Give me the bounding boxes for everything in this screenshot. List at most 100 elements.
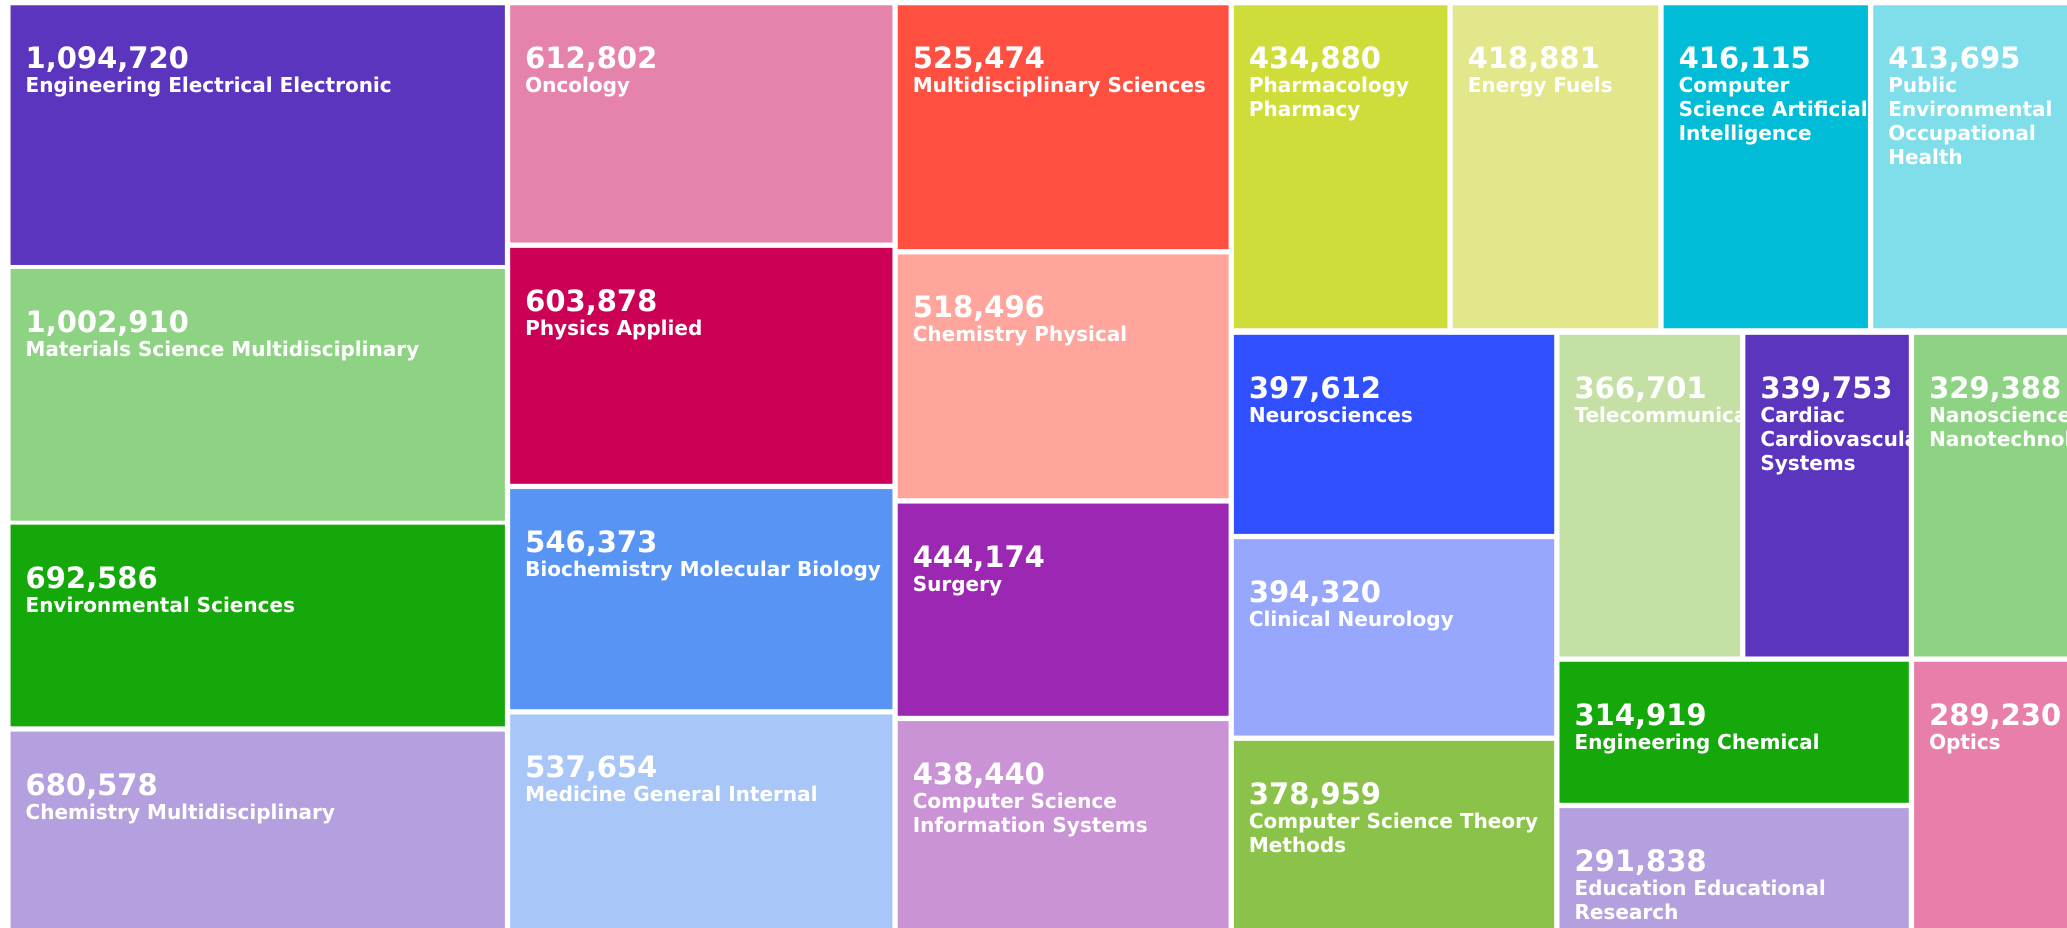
tile-value: 1,002,910 bbox=[25, 304, 189, 339]
tile-value: 518,496 bbox=[912, 290, 1045, 325]
tile-value: 418,881 bbox=[1467, 41, 1600, 76]
tile-name: Surgery bbox=[912, 571, 1003, 596]
tile-value: 692,586 bbox=[25, 560, 158, 595]
tile-value: 394,320 bbox=[1248, 575, 1381, 610]
tile-value: 612,802 bbox=[525, 41, 658, 76]
tile-name: Environmental Sciences bbox=[25, 592, 295, 617]
tile-rect bbox=[1452, 5, 1659, 329]
tile-text: 289,230 Optics bbox=[1914, 662, 2067, 928]
tile-text: 546,373 Biochemistry Molecular Biology bbox=[510, 489, 892, 709]
tile-rect bbox=[1559, 334, 1741, 657]
tile-text: 692,586 Environmental Sciences bbox=[11, 525, 505, 727]
tile-text: 444,174 Surgery bbox=[898, 504, 1229, 716]
tile-text: 434,880 Pharmacology Pharmacy bbox=[1234, 5, 1448, 328]
tile-rect bbox=[510, 247, 893, 484]
tile-value: 680,578 bbox=[25, 767, 158, 802]
tile-name: Biochemistry Molecular Biology bbox=[525, 557, 881, 582]
tile-rect bbox=[1914, 661, 2067, 928]
tile-rect bbox=[1233, 539, 1555, 736]
tile-name: Engineering Electrical Electronic bbox=[25, 73, 392, 98]
tile-name: Public Environmental Occupational Health bbox=[1888, 73, 2053, 170]
tile-rect bbox=[1663, 5, 1868, 329]
tile-rect bbox=[897, 503, 1229, 716]
tile-value: 444,174 bbox=[912, 539, 1045, 574]
tile-value: 329,388 bbox=[1929, 370, 2062, 405]
tile-text: 366,701Telecommunications bbox=[1559, 335, 1740, 657]
tile-text: 518,496 Chemistry Physical bbox=[898, 254, 1229, 498]
tile-name: Education Educational Research bbox=[1574, 876, 1826, 925]
tile-value: 413,695 bbox=[1888, 41, 2021, 76]
tile-rect bbox=[1745, 334, 1909, 657]
tile-text: 413,695 Public Environmental Occupational… bbox=[1873, 5, 2067, 328]
tile-text: 525,474 Multidisciplinary Sciences bbox=[898, 5, 1229, 249]
tile-label: 366,701Telecommunications bbox=[1559, 335, 1740, 657]
tile-rect bbox=[897, 721, 1229, 928]
tile-text: 1,002,910 Materials Science Multidiscipli… bbox=[11, 269, 505, 521]
tile-value: 289,230 bbox=[1929, 697, 2062, 732]
tile-rect bbox=[1233, 740, 1555, 928]
tile-rect bbox=[897, 5, 1229, 250]
tile-text: 378,959 Computer Science Theory Methods bbox=[1234, 741, 1554, 928]
tile-name: Materials Science Multidisciplinary bbox=[25, 336, 420, 361]
tile-rect bbox=[10, 5, 505, 265]
tile-text: 291,838 Education Educational Research bbox=[1559, 808, 1908, 928]
tile-rect bbox=[1233, 5, 1448, 329]
tile-text: 537,654 Medicine General Internal bbox=[510, 714, 892, 928]
tile-value: 1,094,720 bbox=[25, 41, 189, 76]
tile-rect bbox=[1873, 5, 2067, 329]
tile-text: 1,094,720 Engineering Electrical Electron… bbox=[11, 5, 505, 265]
tile-value: 366,701 bbox=[1574, 370, 1707, 405]
tile-value: 339,753 bbox=[1760, 370, 1893, 405]
tile-rect bbox=[1559, 661, 1909, 803]
tile-rect bbox=[10, 524, 505, 727]
tile-text: 397,612 Neurosciences bbox=[1234, 335, 1554, 534]
tile-name: Computer Science Information Systems bbox=[912, 789, 1148, 838]
tile-value: 416,115 bbox=[1678, 41, 1811, 76]
tile-rect bbox=[897, 254, 1229, 499]
tile-name: Computer Science Artificial Intelligence bbox=[1678, 73, 1868, 146]
tile: 366,701Telecommunications bbox=[1559, 334, 1741, 657]
tile-name: Optics bbox=[1929, 729, 2001, 754]
tile-text: 612,802 Oncology bbox=[510, 5, 892, 242]
tile-text: 314,919 Engineering Chemical bbox=[1559, 662, 1908, 803]
tile-rect bbox=[1559, 808, 1909, 928]
tile-value: 525,474 bbox=[912, 41, 1045, 76]
tile-name: Oncology bbox=[525, 73, 630, 98]
tile-value: 291,838 bbox=[1574, 844, 1707, 879]
tile-name: Chemistry Physical bbox=[912, 322, 1128, 347]
tile-value: 438,440 bbox=[912, 757, 1045, 792]
